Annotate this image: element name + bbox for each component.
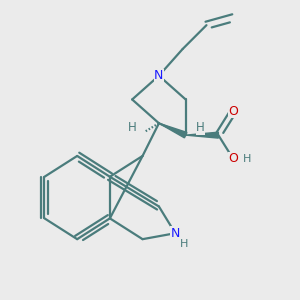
Text: N: N xyxy=(154,69,164,82)
Text: H: H xyxy=(180,238,188,249)
Text: H: H xyxy=(196,121,205,134)
Polygon shape xyxy=(186,132,218,138)
Text: O: O xyxy=(228,105,238,118)
Text: H: H xyxy=(242,154,251,164)
Text: O: O xyxy=(228,152,238,165)
Text: H: H xyxy=(128,121,136,134)
Text: N: N xyxy=(171,227,180,240)
Polygon shape xyxy=(159,123,187,138)
